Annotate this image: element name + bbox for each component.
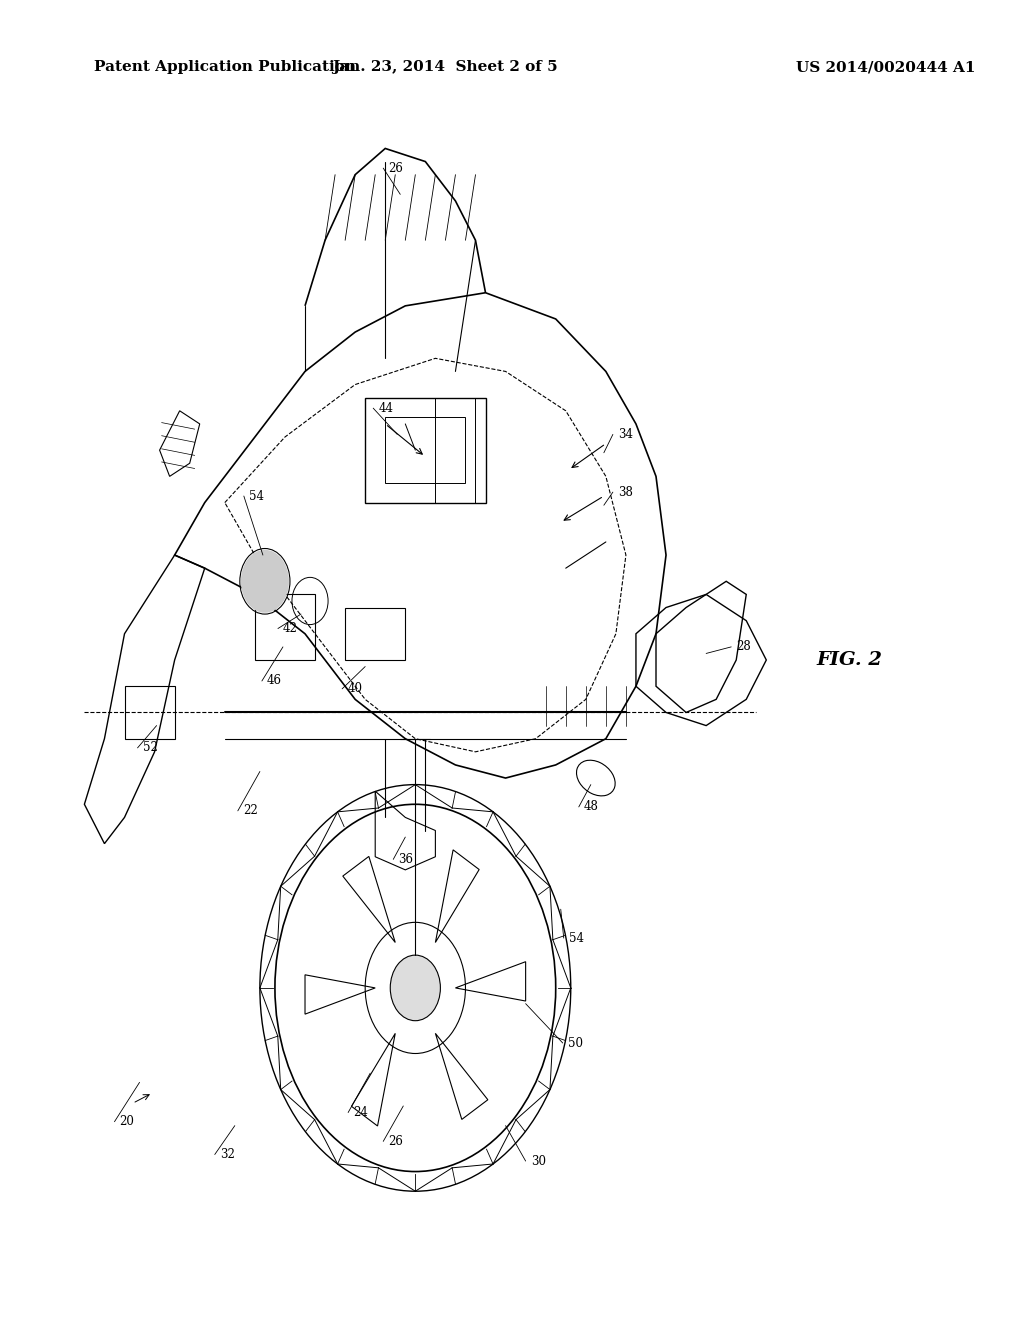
Text: Patent Application Publication: Patent Application Publication [94,61,356,74]
Text: 34: 34 [617,428,633,441]
Text: 40: 40 [347,682,362,696]
Text: 52: 52 [142,742,158,755]
Text: 36: 36 [398,853,414,866]
Text: 44: 44 [378,401,393,414]
Text: 54: 54 [568,932,584,945]
Circle shape [241,550,289,612]
Text: 26: 26 [388,1135,403,1148]
Text: US 2014/0020444 A1: US 2014/0020444 A1 [797,61,976,74]
Text: 42: 42 [283,622,298,635]
Text: FIG. 2: FIG. 2 [816,651,883,669]
Text: 50: 50 [567,1036,583,1049]
Text: Jan. 23, 2014  Sheet 2 of 5: Jan. 23, 2014 Sheet 2 of 5 [333,61,558,74]
Text: 26: 26 [388,161,403,174]
Text: 20: 20 [120,1115,134,1129]
Text: 46: 46 [267,675,282,688]
Text: 24: 24 [353,1106,368,1119]
Text: 32: 32 [220,1148,234,1162]
Text: 48: 48 [584,800,599,813]
Text: 28: 28 [736,640,751,653]
Text: 22: 22 [243,804,258,817]
Text: 38: 38 [617,486,633,499]
Circle shape [390,956,440,1020]
Text: 30: 30 [530,1155,546,1168]
Text: 54: 54 [249,490,264,503]
